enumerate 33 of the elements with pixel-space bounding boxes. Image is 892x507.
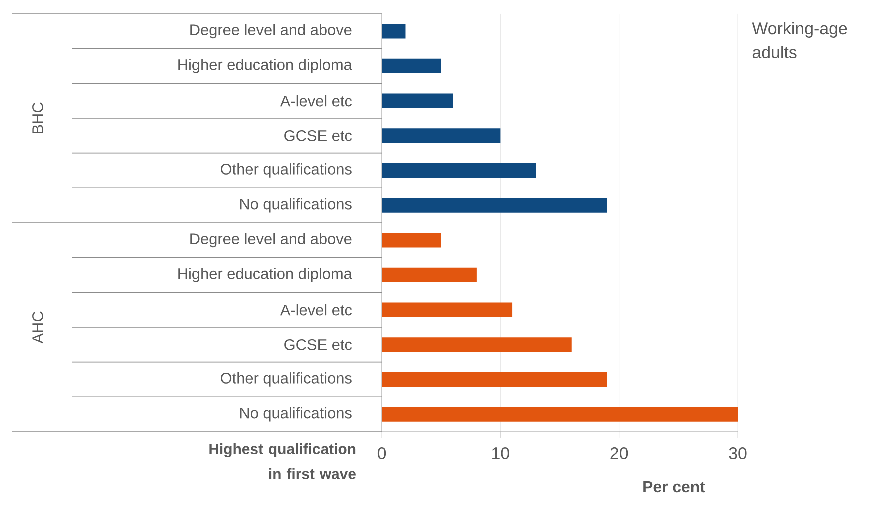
- bar: [382, 163, 536, 178]
- y-tick-label: No qualifications: [240, 198, 352, 213]
- y-tick-label: A-level etc: [280, 95, 352, 107]
- y-tick-label: GCSE etc: [284, 130, 352, 142]
- bar: [382, 233, 442, 248]
- x-axis-title: Per cent: [644, 482, 706, 493]
- bar: [382, 372, 608, 388]
- x-tick-label: 20: [610, 448, 628, 460]
- y-tick-label: No qualifications: [240, 407, 352, 422]
- y-tick-label: GCSE etc: [284, 339, 352, 350]
- y-tick-label: Higher education diploma: [178, 268, 352, 282]
- y-tick-label: Higher education diploma: [178, 59, 352, 74]
- x-tick-label: 0: [378, 448, 386, 460]
- x-tick-label: 30: [729, 448, 747, 460]
- y-tick-label: Degree level and above: [190, 233, 352, 248]
- bar: [382, 24, 406, 39]
- bar: [382, 58, 442, 74]
- bar: [382, 407, 738, 422]
- y-tick-label: A-level etc: [280, 304, 352, 316]
- bar: [382, 302, 513, 318]
- bar: [382, 128, 501, 144]
- x-tick-label: 10: [492, 448, 510, 460]
- text: BHC: [32, 102, 44, 134]
- text: Working-age adults: [752, 22, 848, 59]
- y-tick-label: Other qualifications: [221, 164, 352, 178]
- y-tick-label: Degree level and above: [190, 24, 352, 39]
- y-tick-label: Other qualifications: [221, 372, 352, 387]
- bar: [382, 268, 477, 283]
- bar: [382, 198, 608, 213]
- y-axis-title: Highest qualification in first wave: [210, 444, 356, 480]
- bar: [382, 338, 572, 352]
- text: AHC: [32, 312, 44, 344]
- bar: [382, 94, 454, 108]
